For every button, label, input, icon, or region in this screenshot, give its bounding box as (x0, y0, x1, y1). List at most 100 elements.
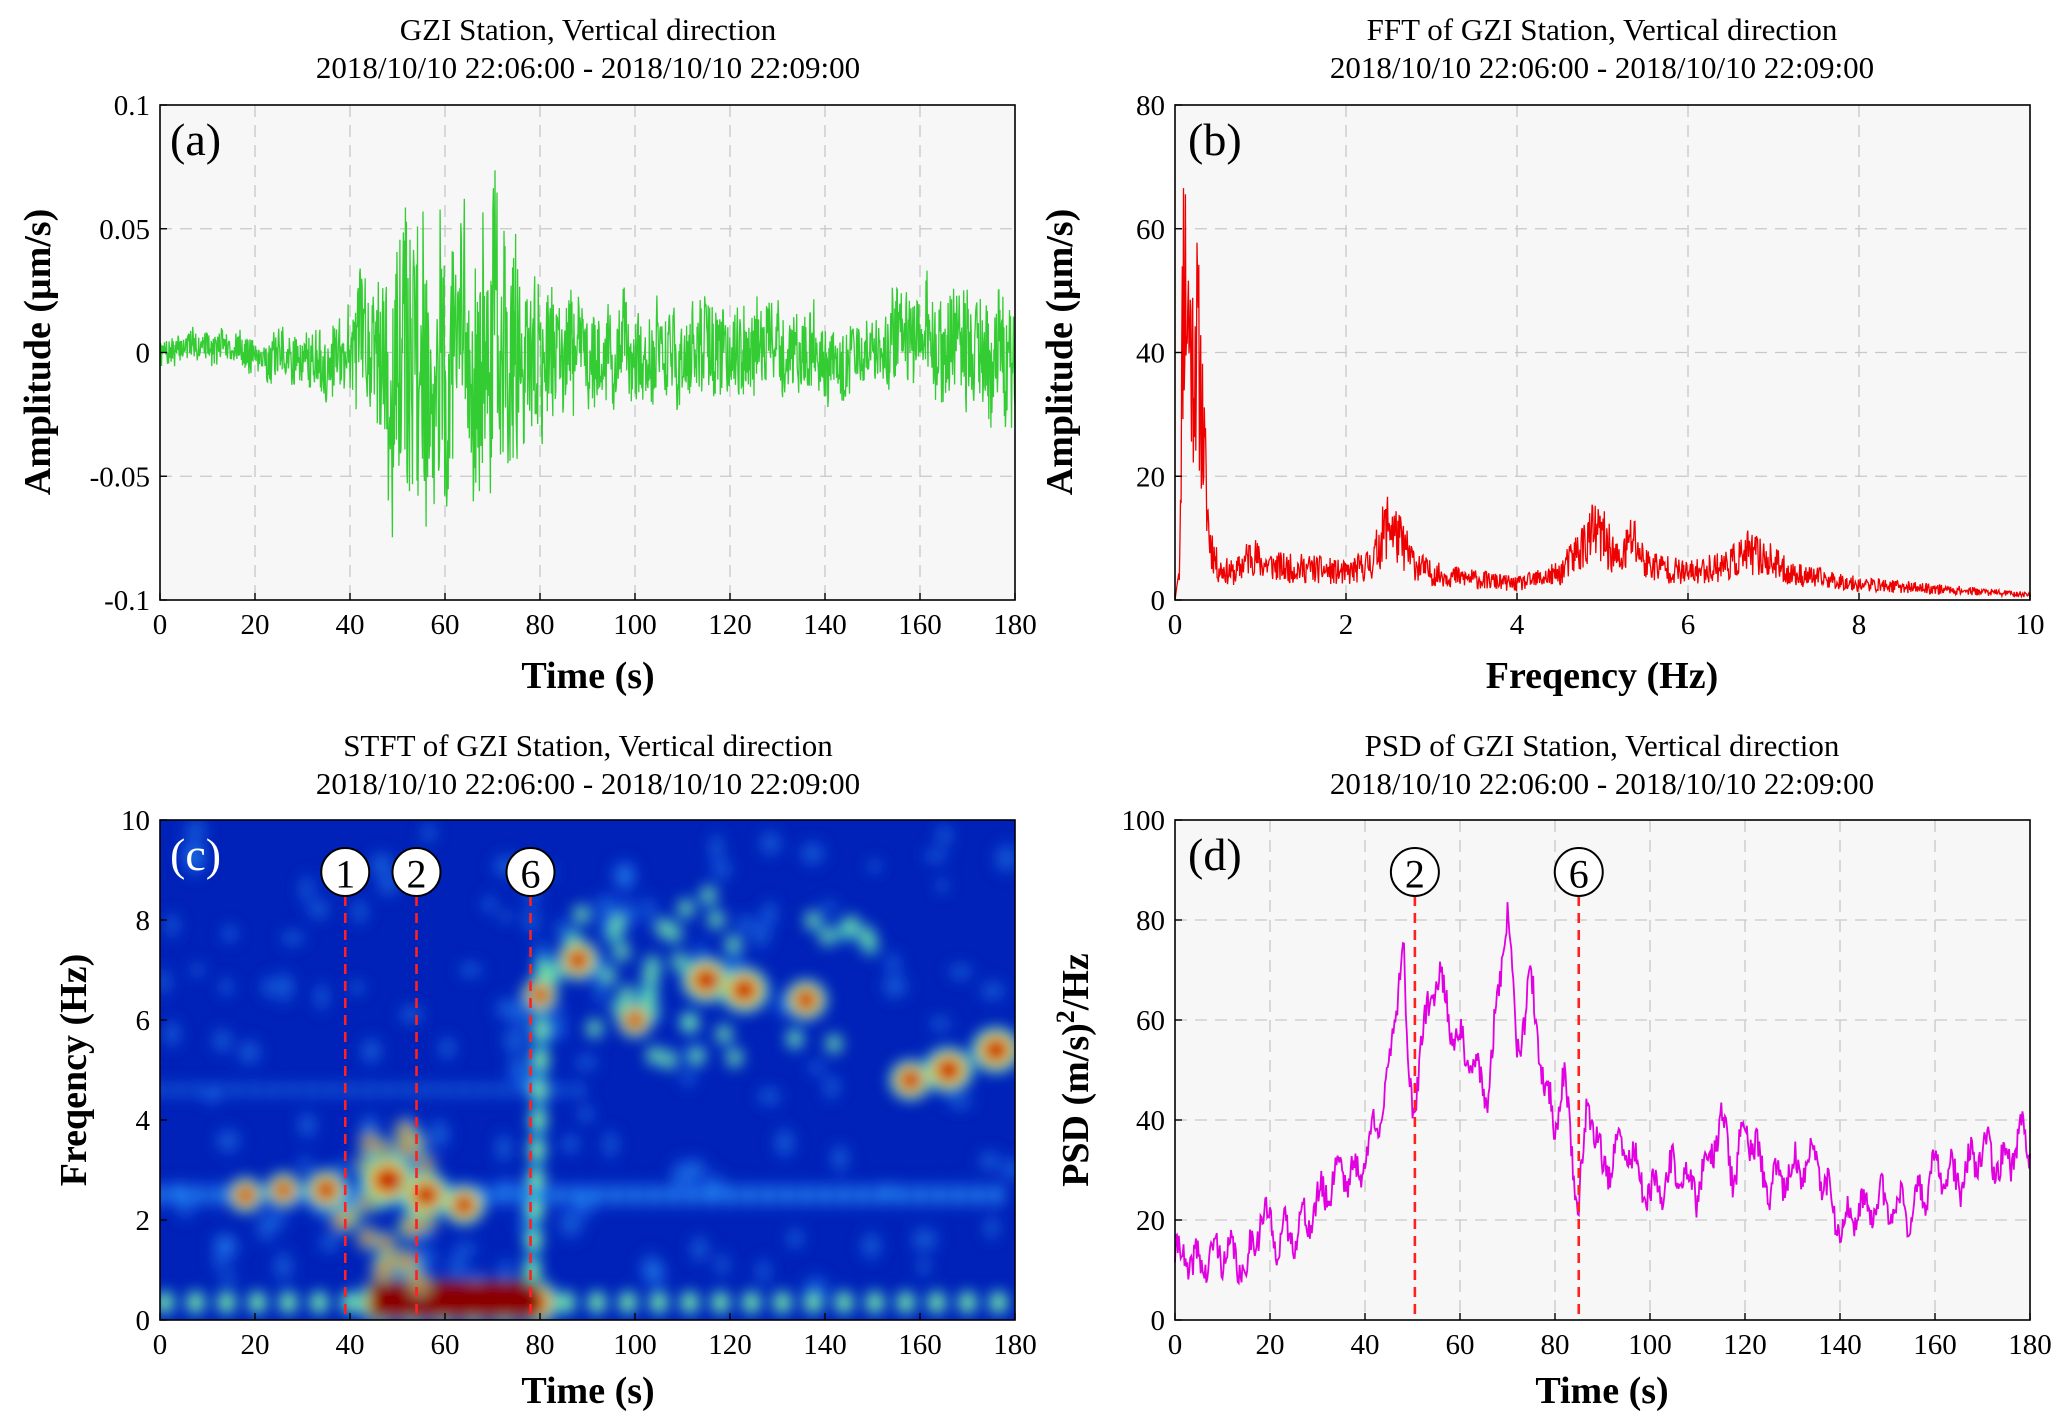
panel-c-upper-blob (801, 906, 826, 935)
panel-c-texture-blob (685, 1228, 714, 1270)
panel-c-texture-blob (215, 972, 237, 1002)
panel-a-series (159, 170, 1016, 538)
panel-c-band-blob (509, 1078, 533, 1102)
panel-c-texture-blob (917, 845, 955, 867)
panel-c-upper-blob (721, 930, 746, 959)
panel-c-y-ticks: 0 2 4 6 8 10 (121, 805, 167, 1337)
panel-d-marker-label: 2 (1405, 852, 1425, 897)
panel-d-x-tick-label: 40 (1351, 1329, 1380, 1361)
panel-c-upper-blob (684, 1042, 709, 1071)
panel-c-texture-blob (490, 1125, 517, 1171)
panel-c-texture-blob (802, 1056, 830, 1079)
panel-d-y-ticks: 0 20 40 60 80 100 (1122, 805, 1182, 1337)
panel-a-x-tick-label: 40 (336, 609, 365, 641)
panel-d-x-tick-label: 160 (1913, 1329, 1957, 1361)
panel-b-x-tick-label: 2 (1339, 609, 1354, 641)
panel-c-texture-blob (573, 1100, 599, 1128)
panel-c-texture-blob (974, 976, 1012, 1006)
panel-a-x-label: Time (s) (521, 655, 654, 697)
panel-c-lowband-blob (244, 1286, 271, 1319)
panel-c-texture-blob (310, 975, 333, 1019)
panel-a-label: (a) (170, 114, 221, 165)
panel-a-y-tick-label: -0.05 (90, 461, 150, 493)
panel-b-y-tick-label: 20 (1136, 461, 1165, 493)
panel-c-texture-blob (782, 1222, 809, 1255)
panel-b-x-tick-label: 8 (1852, 609, 1867, 641)
panel-c-y-tick-label: 0 (136, 1305, 151, 1337)
panel-c-lowband-blob (160, 1286, 178, 1319)
panel-c-marker-lines (343, 896, 532, 1320)
panel-d-subtitle: 2018/10/10 22:06:00 - 2018/10/10 22:09:0… (1330, 766, 1874, 801)
panel-b-subtitle: 2018/10/10 22:06:00 - 2018/10/10 22:09:0… (1330, 50, 1874, 85)
panel-c-band-blob (395, 1078, 419, 1102)
panel-c-heatmap (160, 820, 1015, 1320)
panel-c-hotspot (554, 937, 602, 983)
panel-b-y-tick-label: 60 (1136, 214, 1165, 246)
panel-c-texture-blob (478, 890, 500, 919)
panel-d-x-tick-label: 100 (1628, 1329, 1672, 1361)
panel-c-hotspot (615, 1000, 655, 1040)
panel-c-title: STFT of GZI Station, Vertical direction (343, 728, 833, 763)
panel-c-texture-blob (711, 1246, 733, 1284)
panel-c-lowband-blob (861, 1286, 888, 1319)
panel-c-upper-blob (605, 907, 630, 936)
panel-c-texture-blob (863, 855, 886, 877)
panel-c-texture-blob (818, 895, 841, 919)
panel-a-y-tick-label: 0.05 (99, 214, 150, 246)
panel-a-y-tick-label: 0 (136, 338, 151, 370)
panel-c-marker-label: 1 (335, 852, 355, 897)
panel-d-y-tick-label: 80 (1136, 905, 1165, 937)
panel-b-series (1174, 188, 2031, 601)
panel-c-x-tick-label: 140 (803, 1329, 847, 1361)
panel-c-mid-blob (407, 1269, 432, 1298)
panel-c-band-blob (224, 1078, 248, 1102)
panel-c-frame (159, 819, 1016, 1321)
panel-c-burst-blob (520, 1250, 545, 1290)
panel-c-band-blob (262, 1078, 286, 1102)
panel-c-marker-circle (320, 847, 371, 897)
panel-c-upper-blob (673, 894, 698, 923)
panel-c-texture-blob (599, 1122, 622, 1167)
panel-a-x-tick-label: 80 (526, 609, 555, 641)
panel-a-x-tick-label: 180 (993, 609, 1037, 641)
panel-a-y-label: Amplitude (μm/s) (17, 209, 59, 495)
panel-c-lowband-blob (707, 1286, 734, 1319)
panel-c-lowband-blob (831, 1286, 857, 1319)
panel-b-x-label: Freqency (Hz) (1486, 655, 1719, 697)
panel-c-texture-blob (488, 991, 527, 1027)
panel-a-subtitle: 2018/10/10 22:06:00 - 2018/10/10 22:09:0… (316, 50, 860, 85)
panel-d-y-tick-label: 60 (1136, 1005, 1165, 1037)
panel-b-y-ticks: 0 20 40 60 80 (1136, 90, 1182, 617)
panel-c-band-blob (490, 1078, 514, 1102)
panel-c-band-blob (982, 1177, 1010, 1213)
panel-d-x-tick-label: 120 (1723, 1329, 1767, 1361)
panel-c-lowband-blob (584, 1286, 610, 1319)
panel-c-x-tick-label: 40 (336, 1329, 365, 1361)
panel-c-texture-blob (417, 820, 440, 849)
panel-c-texture-blob (931, 875, 953, 897)
panel-d-x-tick-label: 60 (1446, 1329, 1475, 1361)
panel-c-texture-blob (745, 913, 776, 956)
panel-a-x-tick-label: 60 (431, 609, 460, 641)
panel-d-x-label: Time (s) (1535, 1370, 1668, 1412)
panel-c-texture-blob (496, 1019, 535, 1062)
panel-c-texture-blob (161, 906, 183, 945)
panel-d-x-tick-label: 20 (1256, 1329, 1285, 1361)
panel-c-upper-blob (696, 881, 721, 910)
panel-c-band-blob (566, 1078, 590, 1102)
panel-c-lowband-blob (213, 1286, 240, 1319)
panel-c-texture-blob (677, 1063, 699, 1093)
panel-c-texture-blob (292, 1105, 323, 1145)
panel-c-texture-blob (421, 1111, 457, 1158)
panel-c-upper-blob (642, 1041, 667, 1070)
panel-c-hotspot (920, 1044, 977, 1096)
panel-c-burst-blob (521, 1220, 546, 1260)
panel-c-texture-blob (924, 1011, 957, 1036)
panel-d-title: PSD of GZI Station, Vertical direction (1365, 728, 1840, 763)
panel-c-texture-blob (174, 833, 212, 874)
panel-c-texture-blob (259, 1209, 295, 1232)
panel-c-texture-blob (912, 1253, 935, 1280)
panel-c-texture-blob (302, 893, 335, 925)
panel-b-x-ticks: 0 2 4 6 8 10 (1168, 593, 2045, 641)
